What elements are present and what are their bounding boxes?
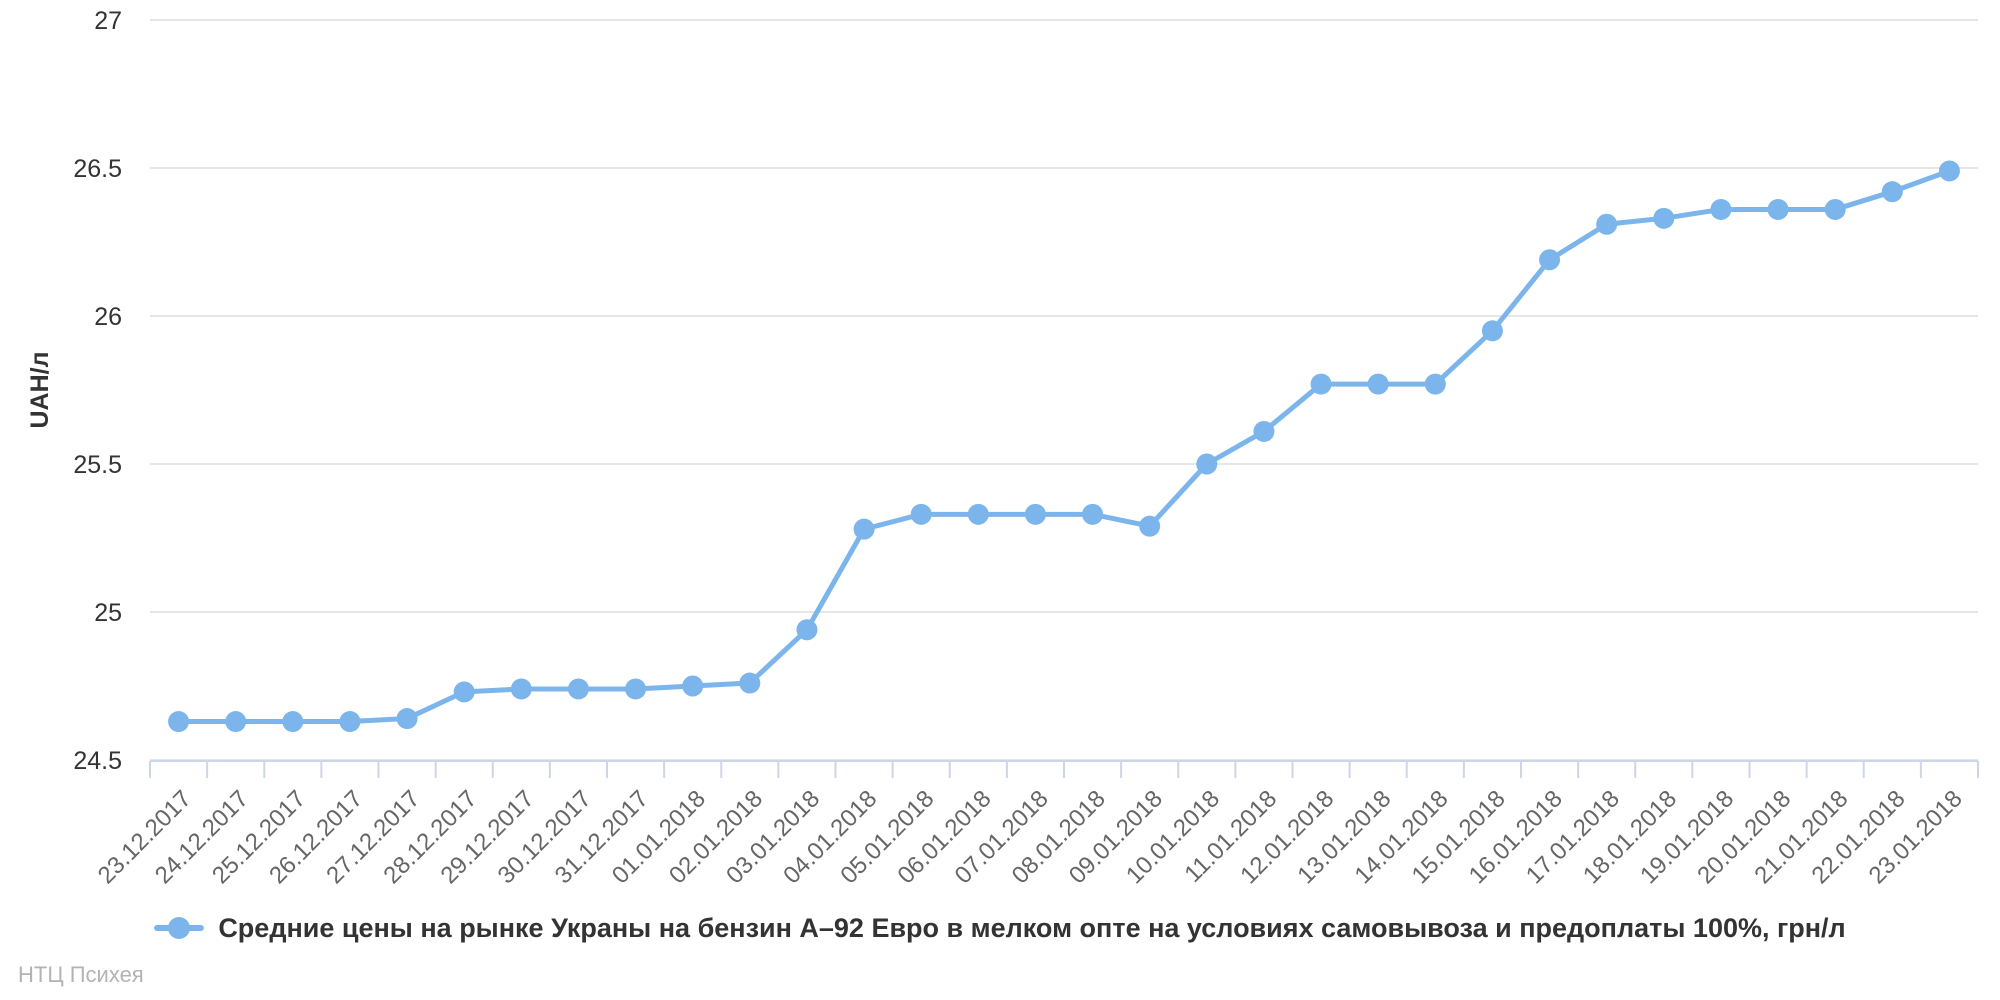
data-point[interactable] [1824,198,1846,220]
data-point[interactable] [1367,373,1389,395]
y-tick-label: 26 [94,303,122,331]
data-point[interactable] [739,672,761,694]
y-axis-title: UAH/л [26,352,54,429]
data-point[interactable] [453,681,475,703]
y-tick-label: 26.5 [73,155,122,183]
data-point[interactable] [1253,420,1275,442]
legend-label: Средние цены на рынке Украны на бензин А… [218,913,1846,943]
data-point[interactable] [1767,198,1789,220]
data-point[interactable] [1539,249,1561,271]
price-line [176,168,1952,725]
data-point[interactable] [396,708,418,730]
data-point[interactable] [1653,207,1675,229]
watermark: НТЦ Психея [18,962,144,987]
data-point[interactable] [1881,181,1903,203]
y-tick-label: 25.5 [73,451,122,479]
data-point[interactable] [1710,198,1732,220]
data-point[interactable] [853,518,875,540]
data-point[interactable] [1196,453,1218,475]
data-point[interactable] [1596,213,1618,235]
data-point[interactable] [625,678,647,700]
data-point[interactable] [1024,503,1046,525]
data-point[interactable] [1082,503,1104,525]
y-tick-label: 27 [94,7,122,35]
data-point[interactable] [567,678,589,700]
legend-item[interactable]: Средние цены на рынке Украны на бензин А… [0,912,2000,944]
data-point[interactable] [1481,320,1503,342]
data-point[interactable] [1938,160,1960,182]
data-point[interactable] [510,678,532,700]
y-tick-label: 24.5 [73,747,122,775]
data-point[interactable] [225,711,247,733]
data-point[interactable] [910,503,932,525]
data-point[interactable] [1310,373,1332,395]
data-point[interactable] [967,503,989,525]
data-point[interactable] [796,619,818,641]
data-point[interactable] [682,675,704,697]
data-point[interactable] [168,711,190,733]
data-point[interactable] [282,711,304,733]
data-point[interactable] [1139,515,1161,537]
y-tick-label: 25 [94,599,122,627]
series-marker-icon [154,915,205,941]
data-point[interactable] [1424,373,1446,395]
data-point[interactable] [339,711,361,733]
